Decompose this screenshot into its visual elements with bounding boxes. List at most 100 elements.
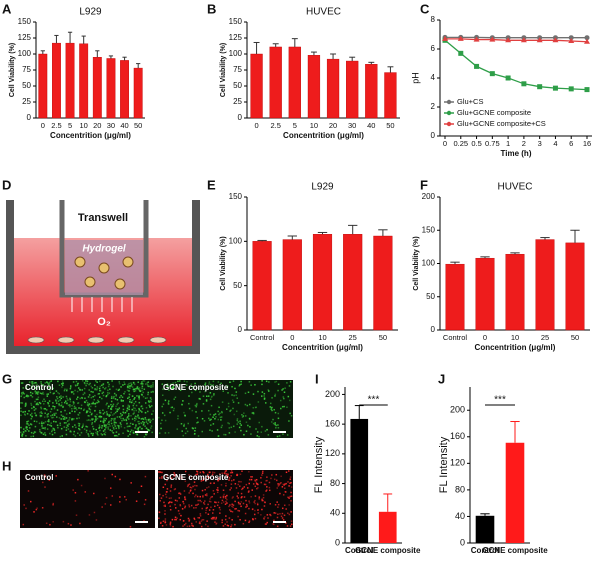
cell-dot — [114, 417, 116, 420]
cell-dot — [40, 415, 43, 417]
cell-dot — [112, 427, 115, 429]
cell-dot — [194, 427, 197, 429]
cell-dot — [261, 383, 263, 386]
cell-dot — [236, 495, 238, 497]
cell-dot — [219, 412, 221, 414]
cell-dot — [102, 409, 104, 411]
cell-dot — [47, 419, 50, 421]
cell-dot — [168, 497, 171, 500]
cell-dot — [206, 520, 208, 522]
cell-dot — [246, 505, 248, 507]
cell-dot — [69, 405, 71, 408]
well — [6, 200, 200, 354]
cell-dot — [147, 430, 150, 432]
cell-dot — [179, 504, 182, 507]
cell-dot — [194, 484, 196, 487]
cell-dot — [24, 430, 27, 432]
cell-dot — [277, 503, 280, 506]
cell-dot — [69, 412, 71, 414]
cell-dot — [251, 412, 254, 414]
cell-dot — [195, 521, 197, 523]
cell-dot — [39, 415, 42, 418]
cell-dot — [226, 494, 228, 497]
cell-dot — [78, 417, 80, 419]
cell-dot — [65, 429, 68, 431]
cell-dot — [177, 383, 179, 386]
cell-dot — [48, 382, 51, 384]
cell-dot — [148, 401, 150, 403]
cells — [27, 336, 167, 344]
cell-dot — [30, 417, 33, 420]
cell-dot — [39, 430, 41, 433]
cell-dot — [279, 492, 281, 495]
cell-dot — [33, 431, 36, 433]
cell-dot — [102, 420, 104, 422]
cell-dot — [22, 392, 25, 395]
cell-dot — [222, 489, 225, 492]
cell-dot — [128, 406, 131, 408]
insert-label: Transwell — [78, 212, 128, 224]
cell-dot — [133, 383, 136, 386]
bar — [282, 239, 302, 331]
cell-dot — [137, 411, 140, 413]
cell-dot — [37, 391, 40, 393]
cell-dot — [273, 512, 275, 514]
cell-dot — [58, 396, 61, 398]
cell-dot — [212, 380, 215, 383]
cell-dot — [182, 519, 185, 522]
cell-dot — [63, 389, 66, 392]
cell-dot — [145, 383, 147, 385]
cell-dot — [231, 385, 233, 388]
cell-dot — [229, 509, 231, 511]
cell-dot — [248, 490, 250, 492]
cell-dot — [282, 396, 285, 398]
cell-dot — [95, 428, 97, 431]
cell-dot — [99, 412, 102, 414]
cell-dot — [141, 387, 143, 389]
cell-dot — [266, 428, 268, 431]
cell-dot — [142, 417, 144, 420]
cell-dot — [43, 408, 46, 410]
cell-dot — [138, 401, 141, 404]
cell-dot — [48, 479, 51, 481]
cell-dot — [222, 525, 225, 527]
cell-dot — [76, 398, 78, 400]
cell-dot — [107, 407, 109, 409]
cell-dot — [42, 433, 45, 436]
cell-dot — [115, 434, 117, 437]
cell-dot — [53, 407, 56, 410]
cell-dot — [87, 433, 89, 435]
cell-dot — [78, 425, 80, 427]
cell-dot — [207, 503, 209, 506]
cell-dot — [62, 520, 65, 523]
cell-dot — [146, 382, 149, 384]
cell-dot — [147, 400, 150, 402]
cell-dot — [63, 426, 66, 428]
cell-dot — [212, 509, 215, 511]
bar — [346, 60, 359, 119]
cell-dot — [227, 422, 229, 424]
cell-dot — [142, 418, 145, 421]
cell-dot — [116, 399, 119, 401]
cell-dot — [206, 494, 208, 497]
cell-dot — [232, 380, 235, 382]
image-label: Control — [25, 383, 53, 392]
x-tick-label: 40 — [367, 121, 375, 130]
cell-dot — [143, 435, 146, 438]
cell-dot — [181, 478, 184, 480]
cell-dot — [164, 520, 167, 522]
cell-dot — [141, 420, 144, 423]
cell-dot — [284, 491, 287, 493]
bar — [133, 67, 143, 119]
cell-dot — [72, 391, 74, 393]
cell-dot — [273, 478, 276, 481]
cell-dot — [135, 500, 138, 502]
cell-dot — [21, 434, 23, 437]
cell-dot — [116, 416, 119, 418]
cell-dot — [115, 405, 117, 408]
cell-dot — [199, 398, 201, 400]
cell-dot — [38, 422, 41, 425]
cell-dot — [272, 523, 274, 525]
cell-dot — [208, 509, 211, 511]
cell-dot — [135, 425, 137, 428]
